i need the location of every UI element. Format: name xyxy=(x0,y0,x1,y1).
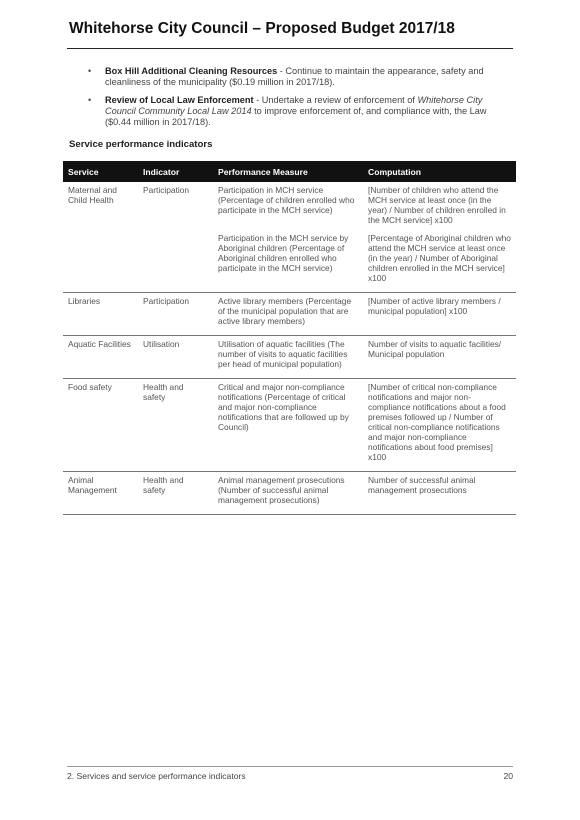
cell-indicator xyxy=(138,230,213,293)
cell-indicator: Health and safety xyxy=(138,378,213,472)
bullet-icon: • xyxy=(88,66,92,76)
column-header-service: Service xyxy=(63,161,138,182)
performance-indicators-table: Service Indicator Performance Measure Co… xyxy=(63,161,516,515)
initiative-description: - Continue to maintain the appearance, s… xyxy=(105,66,484,87)
cell-computation: [Percentage of Aboriginal children who a… xyxy=(363,230,516,293)
cell-computation: [Number of children who attend the MCH s… xyxy=(368,185,506,225)
cell-service xyxy=(63,230,138,293)
list-item: • Box Hill Additional Cleaning Resources… xyxy=(88,66,512,88)
column-header-performance-measure: Performance Measure xyxy=(213,161,363,182)
cell-service: Libraries xyxy=(63,292,138,336)
cell-indicator: Participation xyxy=(138,292,213,336)
table-row: Food safety Health and safety Critical a… xyxy=(63,378,516,472)
table-row: Maternal and Child Health Participation … xyxy=(63,182,516,230)
cell-measure: Critical and major non-compliance notifi… xyxy=(213,378,363,472)
table-row: Libraries Participation Active library m… xyxy=(63,292,516,336)
cell-measure: Animal management prosecutions (Number o… xyxy=(213,471,363,515)
cell-service: Aquatic Facilities xyxy=(63,335,138,379)
cell-measure: Active library members (Percentage of th… xyxy=(213,292,363,336)
cell-computation: [Number of critical non-compliance notif… xyxy=(363,378,516,472)
initiative-title: Review of Local Law Enforcement xyxy=(105,95,254,105)
cell-measure: Utilisation of aquatic facilities (The n… xyxy=(213,335,363,379)
initiative-title: Box Hill Additional Cleaning Resources xyxy=(105,66,278,76)
cell-indicator: Health and safety xyxy=(138,471,213,515)
bullet-icon: • xyxy=(88,95,92,105)
title-divider xyxy=(67,48,513,49)
local-law-name: Whitehorse City Council Community Local … xyxy=(105,95,483,116)
page-number: 20 xyxy=(503,771,513,781)
cell-measure: Participation in the MCH service by Abor… xyxy=(213,230,363,293)
table-row: Aquatic Facilities Utilisation Utilisati… xyxy=(63,335,516,379)
table-row: Animal Management Health and safety Anim… xyxy=(63,471,516,515)
table-row: Participation in the MCH service by Abor… xyxy=(63,230,516,293)
footer-section-label: 2. Services and service performance indi… xyxy=(67,771,246,781)
list-item: • Review of Local Law Enforcement - Unde… xyxy=(88,95,512,128)
cell-computation: Number of visits to aquatic facilities/ … xyxy=(363,335,516,379)
cell-service: Animal Management xyxy=(63,471,138,515)
cell-computation: [Number of active library members / muni… xyxy=(363,292,516,336)
initiatives-list: • Box Hill Additional Cleaning Resources… xyxy=(88,66,512,135)
initiative-description: - Undertake a review of enforcement of xyxy=(253,95,418,105)
page-title: Whitehorse City Council – Proposed Budge… xyxy=(69,20,455,37)
cell-measure: Participation in MCH service (Percentage… xyxy=(218,185,355,215)
cell-service: Food safety xyxy=(63,378,138,472)
initiative-description-end: to improve enforcement of, and complianc… xyxy=(105,106,487,127)
cell-computation: Number of successful animal management p… xyxy=(363,471,516,515)
cell-service: Maternal and Child Health xyxy=(68,185,117,205)
cell-indicator: Participation xyxy=(143,185,190,195)
section-heading: Service performance indicators xyxy=(69,139,213,150)
footer-divider xyxy=(67,766,513,767)
table-header-row: Service Indicator Performance Measure Co… xyxy=(63,161,516,182)
cell-indicator: Utilisation xyxy=(138,335,213,379)
column-header-indicator: Indicator xyxy=(138,161,213,182)
column-header-computation: Computation xyxy=(363,161,516,182)
